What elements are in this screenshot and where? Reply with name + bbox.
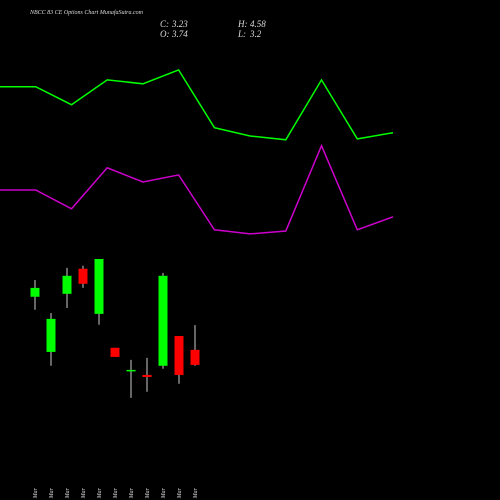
candle-body <box>126 369 136 372</box>
header-value: 3.23 <box>171 19 188 29</box>
x-tick-label: 12 Mar <box>97 487 103 500</box>
x-tick-label: 09 Mar <box>49 487 55 500</box>
header-label: C: <box>160 19 169 29</box>
header-value: 3.2 <box>249 29 262 39</box>
x-tick-label: 19 Mar <box>177 487 183 500</box>
candle-body <box>46 318 56 352</box>
indicator-line <box>0 143 394 235</box>
x-tick-label: 11 Mar <box>81 487 87 500</box>
x-tick-label: 13 Mar <box>113 487 119 500</box>
candle-body <box>94 258 104 314</box>
candle-body <box>158 275 168 366</box>
x-tick-label: 17 Mar <box>145 487 151 500</box>
header-label: L: <box>237 29 246 39</box>
indicator-line <box>0 68 394 141</box>
candle-body <box>190 349 200 365</box>
candle-body <box>174 335 184 375</box>
x-tick-label: 18 Mar <box>161 487 167 500</box>
header-value: 4.58 <box>250 19 266 29</box>
x-tick-label: 20 Mar <box>193 487 199 500</box>
header-label: O: <box>160 29 170 39</box>
candle-body <box>78 268 88 284</box>
candle-body <box>142 374 152 377</box>
x-tick-label: 10 Mar <box>65 487 71 500</box>
candle-body <box>62 275 72 294</box>
header-value: 3.74 <box>171 29 188 39</box>
x-tick-label: 16 Mar <box>129 487 135 500</box>
candle-body <box>30 287 40 297</box>
x-tick-label: 05 Mar <box>33 487 39 500</box>
chart-title: NBCC 83 CE Options Chart MunafaSutra.com <box>29 9 144 16</box>
candle-body <box>110 347 120 357</box>
header-label: H: <box>237 19 248 29</box>
